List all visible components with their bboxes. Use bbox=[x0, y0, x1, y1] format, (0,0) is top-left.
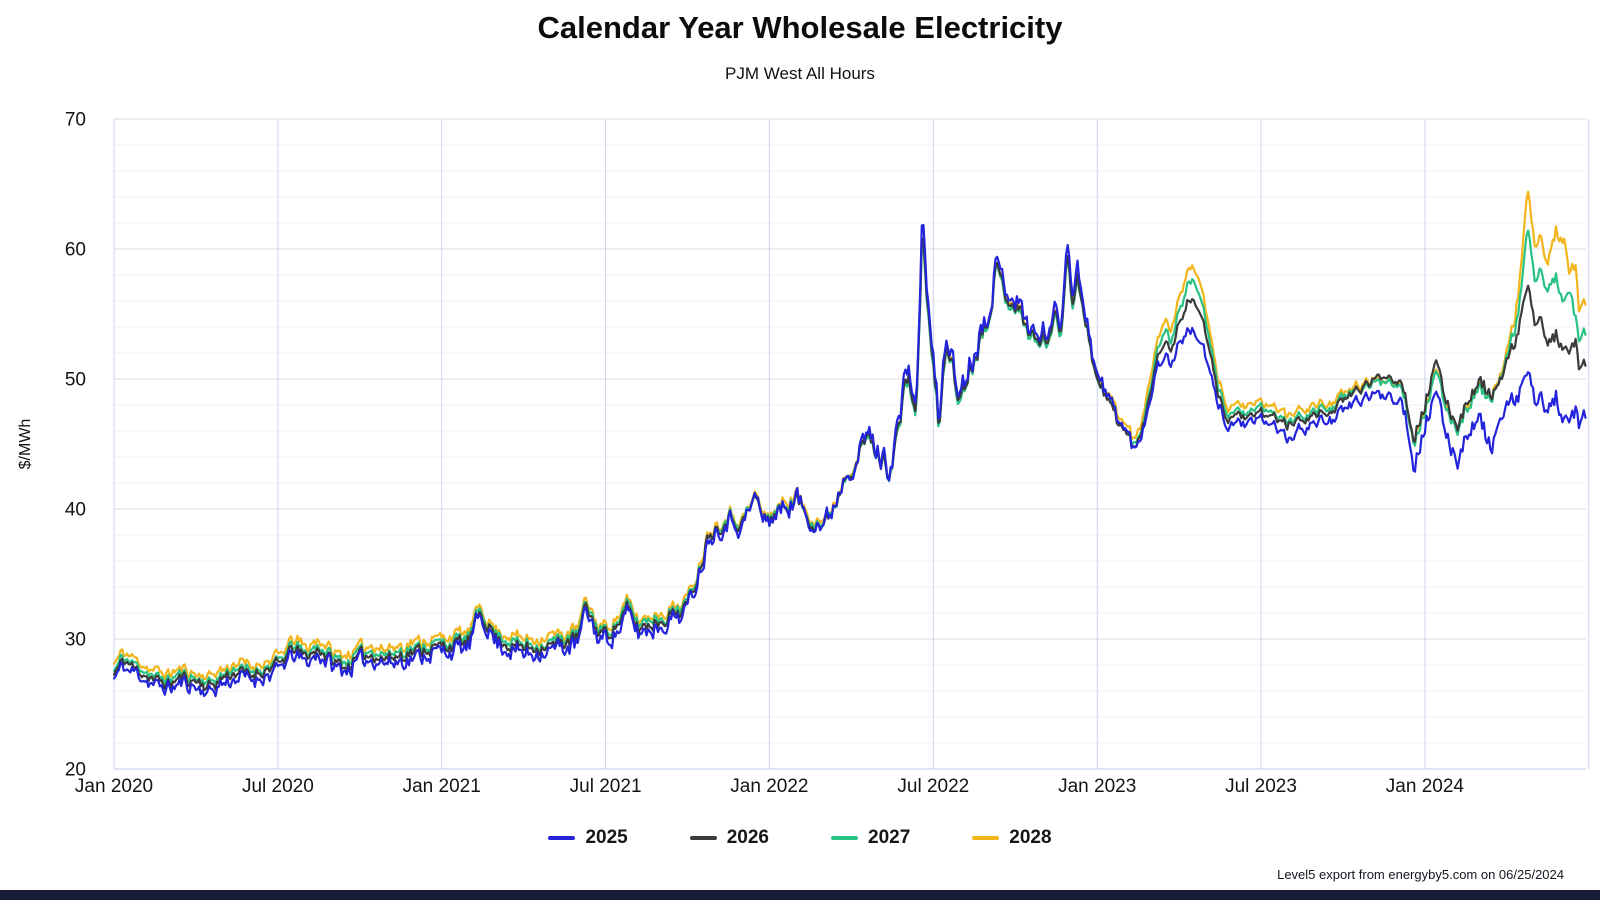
series-line-2026 bbox=[113, 237, 1587, 692]
grid-major bbox=[114, 118, 1586, 770]
svg-text:Jan 2024: Jan 2024 bbox=[1386, 776, 1465, 797]
legend-swatch-2028 bbox=[972, 836, 1000, 840]
x-axis-labels: Jan 2020 Jul 2020 Jan 2021 Jul 2021 Jan 2022… bbox=[75, 776, 1465, 797]
grid-minor bbox=[114, 144, 1586, 744]
svg-text:Jul 2021: Jul 2021 bbox=[570, 776, 642, 797]
svg-text:Jan 2021: Jan 2021 bbox=[403, 776, 481, 797]
svg-text:Jan 2023: Jan 2023 bbox=[1058, 776, 1136, 797]
svg-text:30: 30 bbox=[65, 630, 86, 651]
svg-text:Jan 2020: Jan 2020 bbox=[75, 776, 153, 797]
svg-text:Jul 2020: Jul 2020 bbox=[242, 776, 314, 797]
legend-label-2027: 2027 bbox=[868, 827, 911, 848]
legend-label-2026: 2026 bbox=[726, 827, 769, 848]
y-axis-labels: 20 30 40 50 60 70 bbox=[65, 110, 86, 781]
svg-text:40: 40 bbox=[65, 500, 86, 521]
chart-title: Calendar Year Wholesale Electricity bbox=[537, 10, 1063, 45]
series-line-2025 bbox=[113, 224, 1587, 698]
svg-text:20: 20 bbox=[65, 760, 86, 781]
legend-swatch-2026 bbox=[689, 836, 717, 840]
svg-text:Jul 2023: Jul 2023 bbox=[1225, 776, 1297, 797]
legend-swatch-2027 bbox=[831, 836, 858, 840]
legend: 2025 2026 2027 2028 bbox=[0, 827, 1600, 849]
legend-item-2028: 2028 bbox=[972, 827, 1052, 849]
legend-label-2028: 2028 bbox=[1009, 827, 1052, 848]
svg-text:60: 60 bbox=[65, 240, 86, 261]
legend-label-2025: 2025 bbox=[585, 827, 628, 848]
legend-item-2027: 2027 bbox=[831, 827, 910, 849]
series-line-2028 bbox=[113, 190, 1587, 681]
legend-item-2026: 2026 bbox=[689, 827, 769, 849]
legend-swatch-2025 bbox=[548, 836, 576, 840]
y-axis-title: $/MWh bbox=[17, 419, 34, 470]
legend-item-2025: 2025 bbox=[548, 827, 628, 849]
export-attribution: Level5 export from energyby5.com on 06/2… bbox=[1277, 867, 1564, 882]
svg-text:50: 50 bbox=[65, 370, 86, 391]
series-lines bbox=[113, 190, 1587, 698]
footer-bar bbox=[0, 890, 1600, 900]
svg-text:70: 70 bbox=[65, 110, 86, 131]
series-line-2027 bbox=[113, 229, 1587, 686]
chart-subtitle: PJM West All Hours bbox=[725, 64, 875, 83]
svg-text:Jul 2022: Jul 2022 bbox=[897, 776, 969, 797]
grid-vertical bbox=[113, 119, 1590, 770]
svg-text:Jan 2022: Jan 2022 bbox=[730, 776, 808, 797]
